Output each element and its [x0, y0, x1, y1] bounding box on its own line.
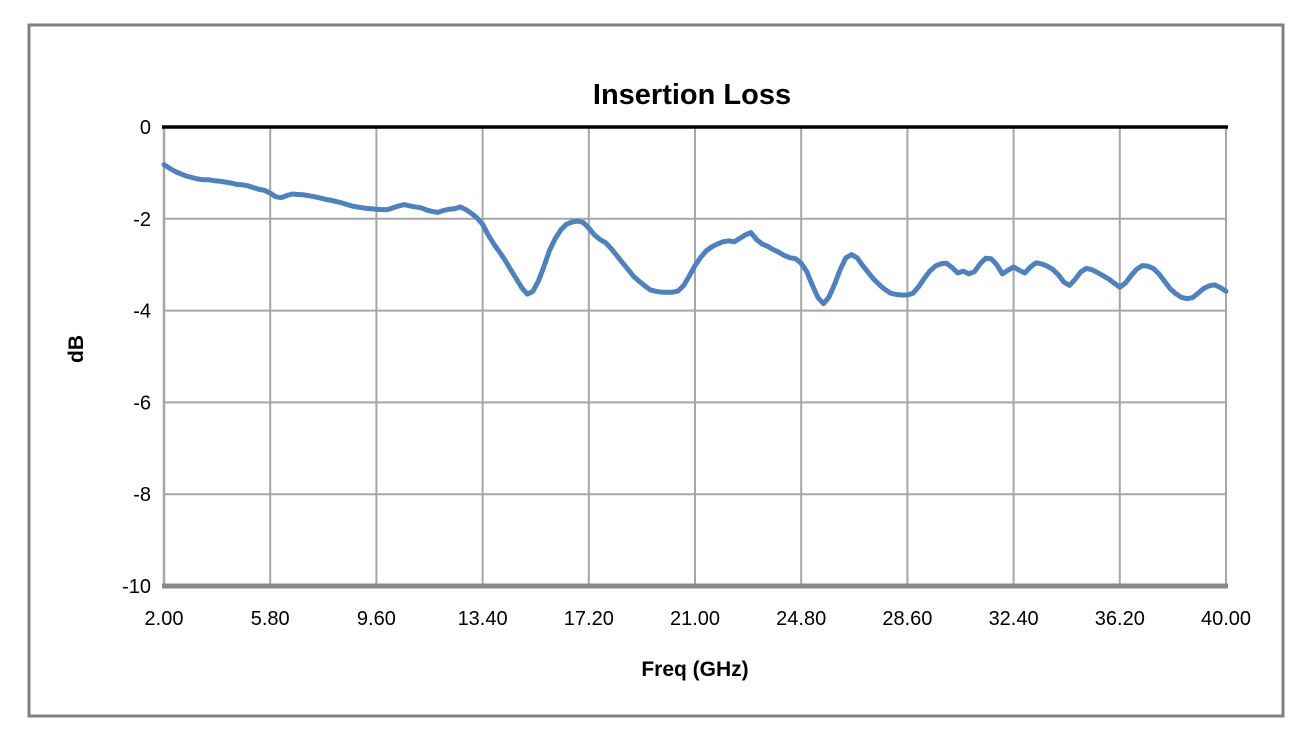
- y-tick-label: -10: [122, 576, 151, 598]
- x-tick-label: 28.60: [882, 608, 932, 630]
- x-tick-label: 9.60: [357, 608, 396, 630]
- x-tick-label: 24.80: [776, 608, 826, 630]
- x-tick-label: 36.20: [1095, 608, 1145, 630]
- plot-area: 2.00 5.80 9.60 13.40 17.20 21.00 24.80 28.60 32.…: [122, 117, 1251, 630]
- chart-title: Insertion Loss: [593, 79, 791, 111]
- y-tick-label: -2: [133, 209, 151, 231]
- y-tick-label: 0: [140, 117, 151, 139]
- x-tick-label: 5.80: [251, 608, 290, 630]
- x-axis-title: Freq (GHz): [641, 658, 748, 681]
- y-axis-title: dB: [65, 335, 88, 363]
- x-tick-label: 40.00: [1201, 608, 1251, 630]
- y-tick-label: -8: [133, 484, 151, 506]
- x-tick-label: 2.00: [145, 608, 184, 630]
- insertion-loss-line: [161, 162, 1229, 307]
- chart-border-frame: [27, 23, 1285, 718]
- x-tick-label: 13.40: [458, 608, 508, 630]
- x-tick-label: 21.00: [670, 608, 720, 630]
- x-tick-label: 17.20: [564, 608, 614, 630]
- y-tick-label: -6: [133, 392, 151, 414]
- y-tick-label: -4: [133, 301, 151, 323]
- x-tick-label: 32.40: [989, 608, 1039, 630]
